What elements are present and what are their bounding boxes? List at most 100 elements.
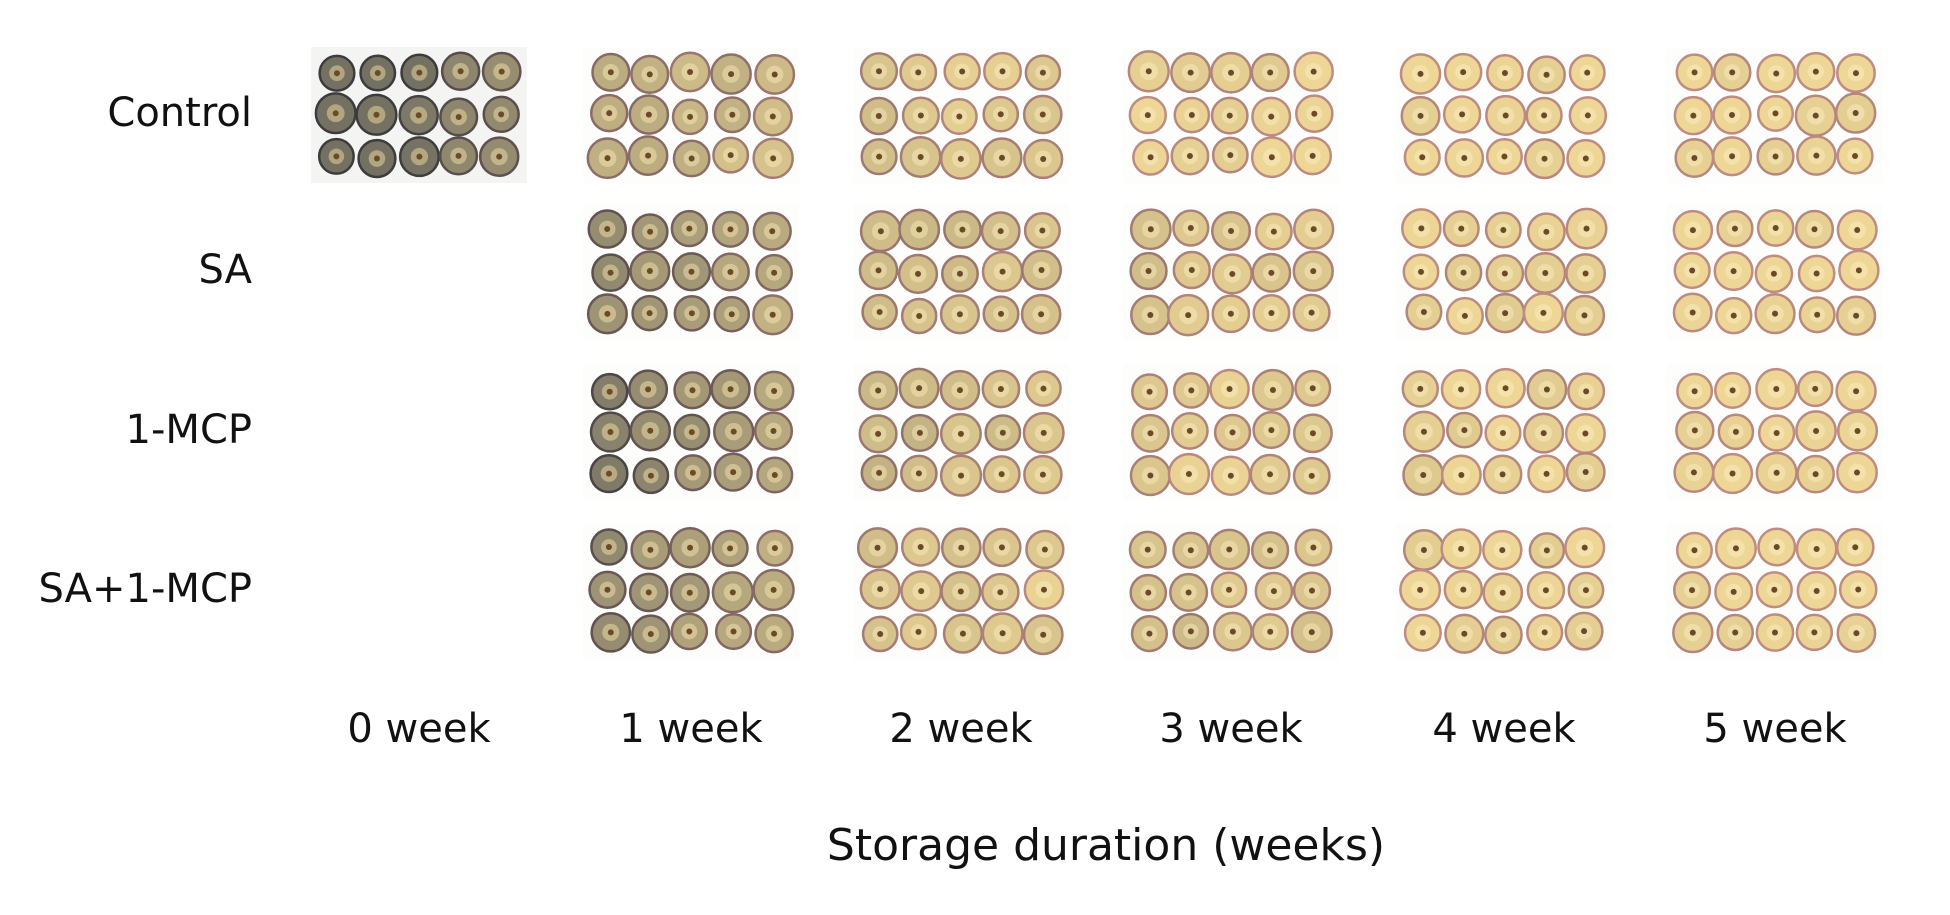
slice-seed (1691, 427, 1698, 434)
slice-seed (1729, 153, 1736, 160)
slice-seed (1039, 471, 1046, 478)
slice-seed (998, 544, 1005, 551)
slice-seed (1308, 629, 1315, 636)
slice-seed (1418, 225, 1425, 232)
slice-seed (1039, 69, 1046, 76)
slice-seed (1582, 469, 1589, 476)
slice-seed (1039, 227, 1046, 234)
slice-seed (1460, 69, 1467, 76)
slice-seed (769, 113, 776, 120)
slice-seed (956, 311, 963, 318)
row-label: SA (199, 247, 253, 293)
slice-seed (1584, 69, 1591, 76)
slice-seed (958, 472, 965, 479)
slice-seed (687, 68, 694, 75)
slice-seed (1145, 267, 1152, 274)
slice-seed (1813, 546, 1820, 553)
slice-seed (1691, 388, 1698, 395)
slice-seed (1773, 385, 1780, 392)
slice-seed (1772, 225, 1779, 232)
slice-seed (1583, 388, 1590, 395)
slice-seed (1186, 427, 1193, 434)
slice-seed (1038, 311, 1045, 318)
photo-panel (853, 47, 1069, 183)
slice-seed (915, 69, 922, 76)
slice-seed (1812, 112, 1819, 119)
slice-seed (875, 430, 882, 437)
slice-seed (498, 68, 505, 75)
slice-seed (1147, 472, 1154, 479)
slice-seed (1040, 385, 1047, 392)
slice-seed (876, 309, 883, 316)
slice-seed (1267, 471, 1274, 478)
column-label: 0 week (347, 706, 491, 752)
labels: Control SA 1-MCP SA+1-MCP 0 week 1 week 2 week… (39, 90, 1848, 752)
slice-seed (1690, 112, 1697, 119)
slice-seed (1417, 385, 1424, 392)
slice-seed (1581, 544, 1588, 551)
slice-seed (604, 226, 611, 233)
slice-seed (1542, 587, 1549, 594)
photo-panel (583, 204, 799, 340)
photo-panel (1667, 47, 1883, 183)
slice-seed (1038, 267, 1045, 274)
slice-seed (998, 154, 1005, 161)
slice-seed (1852, 70, 1859, 77)
slice-seed (1417, 268, 1424, 275)
slice-seed (728, 71, 735, 78)
slice-seed (917, 112, 924, 119)
slice-seed (1459, 111, 1466, 118)
slice-seed (999, 630, 1006, 637)
slice-seed (607, 429, 614, 436)
slice-seed (771, 269, 778, 276)
slice-seed (877, 630, 884, 637)
slice-seed (730, 628, 737, 635)
slice-seed (727, 268, 734, 275)
slice-seed (1268, 154, 1275, 161)
slice-seed (959, 68, 966, 75)
slice-seed (1188, 112, 1195, 119)
slice-seed (604, 155, 611, 162)
slice-seed (688, 155, 695, 162)
slice-seed (374, 70, 381, 77)
slice-seed (1814, 311, 1821, 318)
slice-seed (1226, 386, 1233, 393)
slice-seed (1461, 312, 1468, 319)
photo-panel (1396, 47, 1612, 183)
photo-panel (583, 47, 799, 183)
slice-seed (1268, 427, 1275, 434)
slice-seed (917, 153, 924, 160)
slice-seed (498, 111, 505, 118)
slice-seed (1583, 225, 1590, 232)
slice-seed (607, 69, 614, 76)
slice-seed (1145, 68, 1152, 75)
slice-seed (1420, 471, 1427, 478)
slice-seed (877, 228, 884, 235)
slice-seed (915, 628, 922, 635)
slice-seed (1226, 586, 1233, 593)
slice-seed (1730, 268, 1737, 275)
slice-seed (604, 586, 611, 593)
photo-panel (1123, 47, 1339, 183)
slice-seed (1543, 228, 1550, 235)
slice-seed (1499, 471, 1506, 478)
slice-seed (959, 226, 966, 233)
slice-seed (1267, 69, 1274, 76)
slice-seed (1541, 629, 1548, 636)
slice-seed (1147, 430, 1154, 437)
slice-seed (771, 387, 778, 394)
slice-seed (1417, 586, 1424, 593)
slice-seed (1730, 588, 1737, 595)
slice-seed (1499, 430, 1506, 437)
slice-seed (1041, 546, 1048, 553)
slice-seed (1543, 71, 1550, 78)
slice-seed (1461, 154, 1468, 161)
slice-seed (1309, 430, 1316, 437)
slice-seed (1147, 226, 1154, 233)
slice-seed (1729, 387, 1736, 394)
slice-seed (1731, 225, 1738, 232)
slice-seed (875, 387, 882, 394)
slice-seed (1185, 589, 1192, 596)
slice-seed (1227, 152, 1234, 159)
slice-seed (958, 544, 965, 551)
